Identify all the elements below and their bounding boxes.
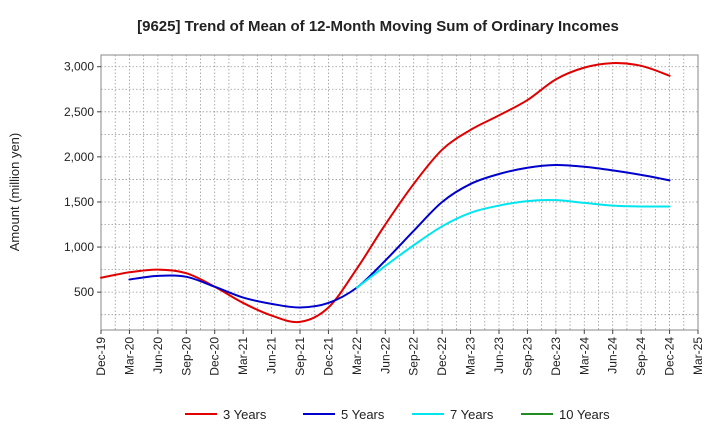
legend: 3 Years 5 Years 7 Years 10 Years — [185, 407, 610, 422]
x-tick-label: Jun-20 — [151, 337, 165, 374]
y-tick-label: 2,000 — [64, 150, 94, 164]
legend-label: 5 Years — [341, 407, 385, 422]
x-axis: Dec-19 Mar-20 Jun-20 Sep-20 Dec-20 Mar-21 Jun-… — [94, 330, 705, 376]
x-tick-label: Jun-24 — [606, 337, 620, 374]
y-tick-label: 3,000 — [64, 60, 94, 74]
x-tick-label: Dec-22 — [435, 337, 449, 376]
x-tick-label: Mar-23 — [464, 337, 478, 375]
plot-frame — [100, 54, 699, 331]
y-axis-label: Amount (million yen) — [7, 133, 22, 252]
x-tick-label: Sep-24 — [634, 337, 648, 376]
chart-title: [9625] Trend of Mean of 12-Month Moving … — [137, 18, 619, 35]
series-line-1 — [100, 62, 671, 324]
x-tick-label: Dec-21 — [321, 337, 335, 376]
x-tick-label: Mar-22 — [350, 337, 364, 375]
x-tick-label: Mar-25 — [691, 337, 705, 375]
series-lines — [100, 62, 671, 324]
x-tick-label: Dec-23 — [549, 337, 563, 376]
x-tick-label: Dec-24 — [663, 337, 677, 376]
y-axis: 500 1,000 1,500 2,000 2,500 3,000 — [64, 60, 101, 299]
x-tick-label: Sep-22 — [407, 337, 421, 376]
x-tick-label: Jun-21 — [265, 337, 279, 374]
x-tick-label: Dec-19 — [94, 337, 108, 376]
x-tick-label: Dec-20 — [208, 337, 222, 376]
legend-label: 7 Years — [450, 407, 494, 422]
y-tick-label: 500 — [74, 285, 94, 299]
x-tick-label: Mar-21 — [236, 337, 250, 375]
grid — [101, 55, 698, 330]
legend-label: 3 Years — [223, 407, 267, 422]
y-tick-label: 1,500 — [64, 195, 94, 209]
series-line-2 — [128, 163, 671, 309]
series-line-3 — [355, 199, 671, 289]
y-tick-label: 2,500 — [64, 105, 94, 119]
x-tick-label: Sep-21 — [293, 337, 307, 376]
x-tick-label: Sep-20 — [179, 337, 193, 376]
x-tick-label: Jun-22 — [378, 337, 392, 374]
x-tick-label: Jun-23 — [492, 337, 506, 374]
x-tick-label: Mar-20 — [122, 337, 136, 375]
x-tick-label: Mar-24 — [577, 337, 591, 375]
y-tick-label: 1,000 — [64, 240, 94, 254]
legend-label: 10 Years — [559, 407, 610, 422]
x-tick-label: Sep-23 — [520, 337, 534, 376]
